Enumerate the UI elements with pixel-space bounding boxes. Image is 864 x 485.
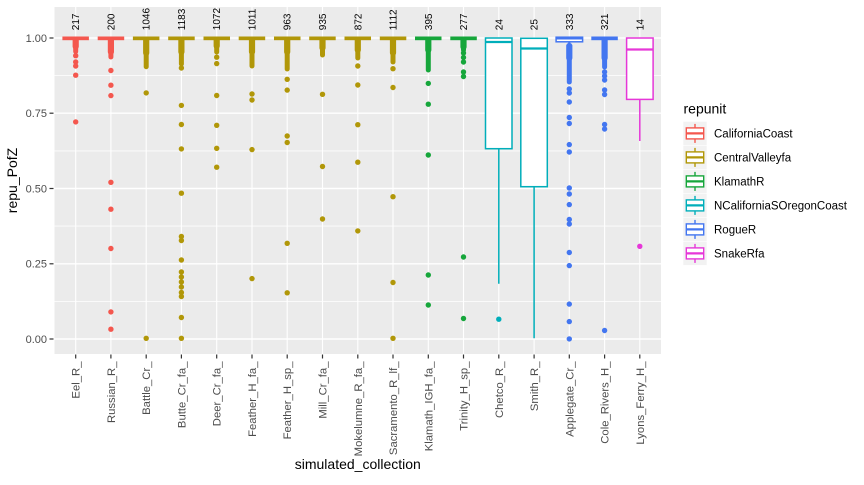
svg-text:1011: 1011: [248, 8, 259, 30]
svg-text:0.25: 0.25: [26, 259, 47, 271]
svg-text:CentralValleyfa: CentralValleyfa: [714, 152, 792, 164]
svg-text:872: 872: [353, 13, 364, 30]
svg-text:Applegate_Cr_: Applegate_Cr_: [564, 361, 576, 437]
svg-text:NCaliforniaSOregonCoast: NCaliforniaSOregonCoast: [714, 200, 848, 212]
svg-text:0.00: 0.00: [26, 334, 47, 346]
svg-text:24: 24: [494, 19, 505, 31]
svg-text:Cole_Rivers_H_: Cole_Rivers_H_: [600, 361, 612, 444]
svg-text:RogueR: RogueR: [714, 224, 756, 236]
svg-text:14: 14: [635, 19, 646, 31]
svg-text:935: 935: [318, 13, 329, 30]
svg-text:277: 277: [459, 13, 470, 30]
svg-text:200: 200: [106, 13, 117, 30]
svg-text:217: 217: [71, 13, 82, 30]
svg-text:simulated_collection: simulated_collection: [295, 456, 421, 472]
svg-text:Smith_R_: Smith_R_: [529, 361, 541, 411]
svg-text:Sacramento_R_lf_: Sacramento_R_lf_: [388, 361, 400, 455]
svg-text:395: 395: [424, 13, 435, 30]
svg-text:repunit: repunit: [684, 101, 727, 117]
svg-text:963: 963: [283, 13, 294, 30]
svg-text:SnakeRfa: SnakeRfa: [714, 248, 765, 260]
svg-text:Deer_Cr_fa_: Deer_Cr_fa_: [212, 361, 224, 426]
svg-text:Mokelumne_R_fa_: Mokelumne_R_fa_: [353, 361, 365, 457]
svg-text:repu_PofZ: repu_PofZ: [4, 147, 20, 213]
svg-text:1.00: 1.00: [26, 33, 47, 45]
svg-text:0.75: 0.75: [26, 108, 47, 120]
svg-text:Butte_Cr_fa_: Butte_Cr_fa_: [176, 361, 188, 428]
svg-text:1183: 1183: [177, 8, 188, 30]
svg-text:Trinity_H_sp_: Trinity_H_sp_: [458, 361, 470, 431]
svg-text:25: 25: [530, 19, 541, 31]
svg-text:KlamathR: KlamathR: [714, 176, 765, 188]
svg-text:1046: 1046: [142, 8, 153, 31]
svg-text:Lyons_Ferry_H_: Lyons_Ferry_H_: [635, 361, 647, 445]
svg-text:Battle_Cr_: Battle_Cr_: [141, 361, 153, 415]
svg-text:Klamath_IGH_fa_: Klamath_IGH_fa_: [423, 361, 435, 452]
svg-text:1072: 1072: [212, 8, 223, 31]
svg-text:Chetco_R_: Chetco_R_: [494, 361, 506, 418]
svg-text:Feather_H_sp_: Feather_H_sp_: [282, 361, 294, 440]
svg-text:Feather_H_fa_: Feather_H_fa_: [247, 361, 259, 437]
svg-text:321: 321: [600, 13, 611, 30]
svg-text:Eel_R_: Eel_R_: [71, 361, 83, 399]
svg-text:333: 333: [565, 13, 576, 30]
svg-text:Russian_R_: Russian_R_: [106, 361, 118, 423]
svg-text:CaliforniaCoast: CaliforniaCoast: [714, 128, 793, 140]
svg-text:Mill_Cr_fa_: Mill_Cr_fa_: [317, 361, 329, 419]
svg-text:0.50: 0.50: [26, 183, 47, 195]
svg-text:1112: 1112: [389, 9, 400, 30]
